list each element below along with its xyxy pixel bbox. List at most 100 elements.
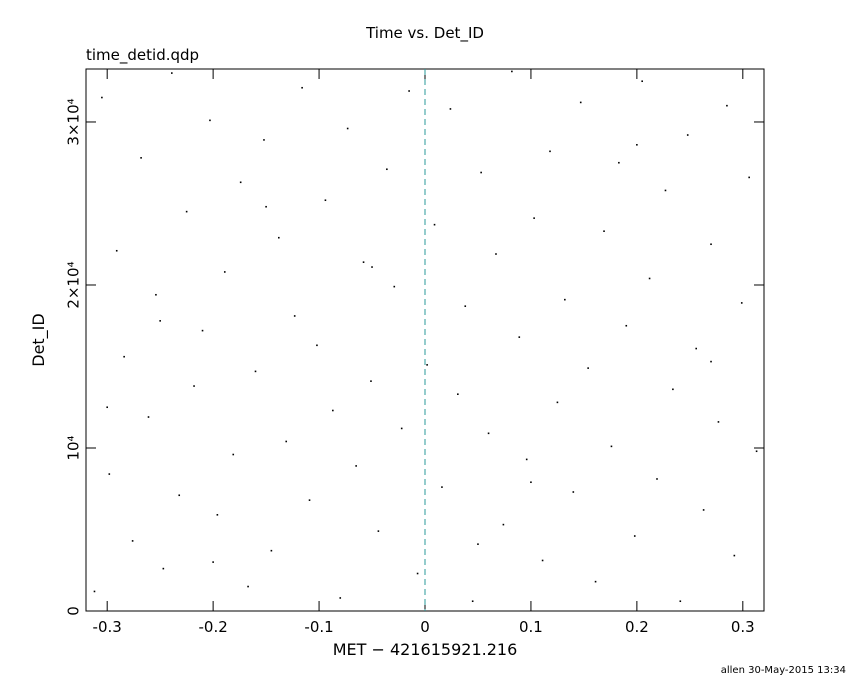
data-point bbox=[159, 320, 161, 322]
data-point bbox=[212, 561, 214, 563]
x-tick-label: -0.3 bbox=[93, 618, 122, 636]
data-point bbox=[355, 465, 357, 467]
data-point bbox=[408, 90, 410, 92]
data-point bbox=[641, 80, 643, 83]
data-point bbox=[710, 243, 712, 246]
data-point bbox=[702, 509, 705, 511]
data-point bbox=[162, 567, 165, 570]
data-point bbox=[140, 157, 142, 159]
data-point bbox=[308, 499, 311, 501]
y-tick-label: 0 bbox=[65, 606, 83, 616]
data-point bbox=[441, 486, 443, 488]
data-point bbox=[247, 585, 249, 588]
data-point bbox=[147, 416, 150, 418]
y-tick-label: 2×10⁴ bbox=[65, 261, 83, 308]
data-point bbox=[377, 530, 380, 532]
data-point bbox=[656, 478, 658, 480]
x-tick-label: -0.2 bbox=[198, 618, 227, 636]
data-point bbox=[278, 236, 280, 239]
data-point bbox=[193, 385, 195, 387]
data-point bbox=[178, 494, 181, 497]
data-point bbox=[579, 101, 582, 104]
data-point bbox=[518, 336, 521, 338]
data-point bbox=[541, 559, 544, 562]
data-point bbox=[495, 253, 497, 255]
data-point bbox=[679, 600, 682, 603]
data-point bbox=[332, 409, 334, 412]
data-point bbox=[416, 572, 419, 575]
data-point bbox=[564, 298, 566, 301]
data-point bbox=[131, 540, 134, 542]
x-tick-label: 0.1 bbox=[519, 618, 543, 636]
data-point bbox=[346, 127, 349, 130]
data-point bbox=[101, 96, 103, 99]
data-point bbox=[549, 150, 551, 153]
data-point bbox=[123, 355, 125, 358]
data-point bbox=[733, 554, 736, 557]
data-point bbox=[710, 360, 712, 363]
data-point bbox=[216, 514, 219, 516]
data-point bbox=[433, 223, 436, 226]
data-point bbox=[672, 388, 674, 391]
y-axis-label: Det_ID bbox=[29, 313, 49, 366]
data-point bbox=[362, 261, 365, 263]
data-point bbox=[502, 523, 505, 526]
data-point bbox=[265, 205, 267, 208]
x-axis-label: MET − 421615921.216 bbox=[333, 640, 518, 659]
data-point bbox=[480, 171, 482, 174]
data-point bbox=[625, 324, 628, 327]
data-point bbox=[695, 347, 697, 350]
data-point bbox=[115, 249, 118, 252]
data-point bbox=[106, 406, 108, 409]
x-tick-label: 0 bbox=[420, 618, 430, 636]
data-point bbox=[254, 370, 257, 373]
data-point bbox=[487, 432, 490, 435]
data-point bbox=[223, 271, 226, 273]
data-point bbox=[572, 491, 575, 493]
data-point bbox=[324, 199, 327, 202]
data-point bbox=[457, 393, 459, 395]
x-tick-label: -0.1 bbox=[304, 618, 333, 636]
data-point bbox=[525, 458, 528, 461]
data-point bbox=[393, 285, 396, 288]
y-tick-label: 10⁴ bbox=[65, 435, 83, 460]
data-point bbox=[740, 302, 743, 304]
data-point bbox=[477, 543, 479, 545]
data-point bbox=[603, 230, 605, 232]
x-tick-label: 0.3 bbox=[731, 618, 755, 636]
data-point bbox=[533, 217, 535, 219]
data-point bbox=[748, 176, 750, 179]
data-point bbox=[185, 210, 188, 213]
data-point bbox=[370, 380, 372, 382]
data-point bbox=[426, 364, 428, 366]
data-point bbox=[610, 445, 613, 448]
data-point bbox=[400, 427, 403, 430]
data-point bbox=[449, 108, 452, 110]
data-point bbox=[371, 266, 373, 268]
data-point bbox=[293, 315, 296, 317]
data-point bbox=[386, 168, 388, 171]
data-point bbox=[755, 450, 758, 453]
data-point bbox=[633, 535, 636, 537]
data-point bbox=[285, 440, 288, 443]
data-point bbox=[93, 590, 96, 593]
data-point bbox=[270, 549, 273, 552]
data-point bbox=[339, 597, 342, 599]
data-point bbox=[618, 161, 620, 164]
data-point bbox=[530, 481, 532, 484]
data-point bbox=[209, 119, 211, 122]
data-point bbox=[171, 72, 173, 74]
data-point bbox=[232, 453, 235, 456]
data-point bbox=[239, 181, 242, 184]
data-point bbox=[316, 344, 318, 347]
data-point bbox=[587, 367, 589, 369]
data-point bbox=[648, 277, 651, 280]
footer: allen 30-May-2015 13:34 bbox=[721, 665, 846, 676]
data-point bbox=[717, 421, 720, 423]
data-point bbox=[201, 329, 204, 332]
data-point bbox=[511, 70, 513, 73]
data-point bbox=[726, 104, 728, 107]
data-point bbox=[686, 134, 689, 136]
data-point bbox=[664, 189, 667, 192]
data-point bbox=[594, 580, 597, 583]
